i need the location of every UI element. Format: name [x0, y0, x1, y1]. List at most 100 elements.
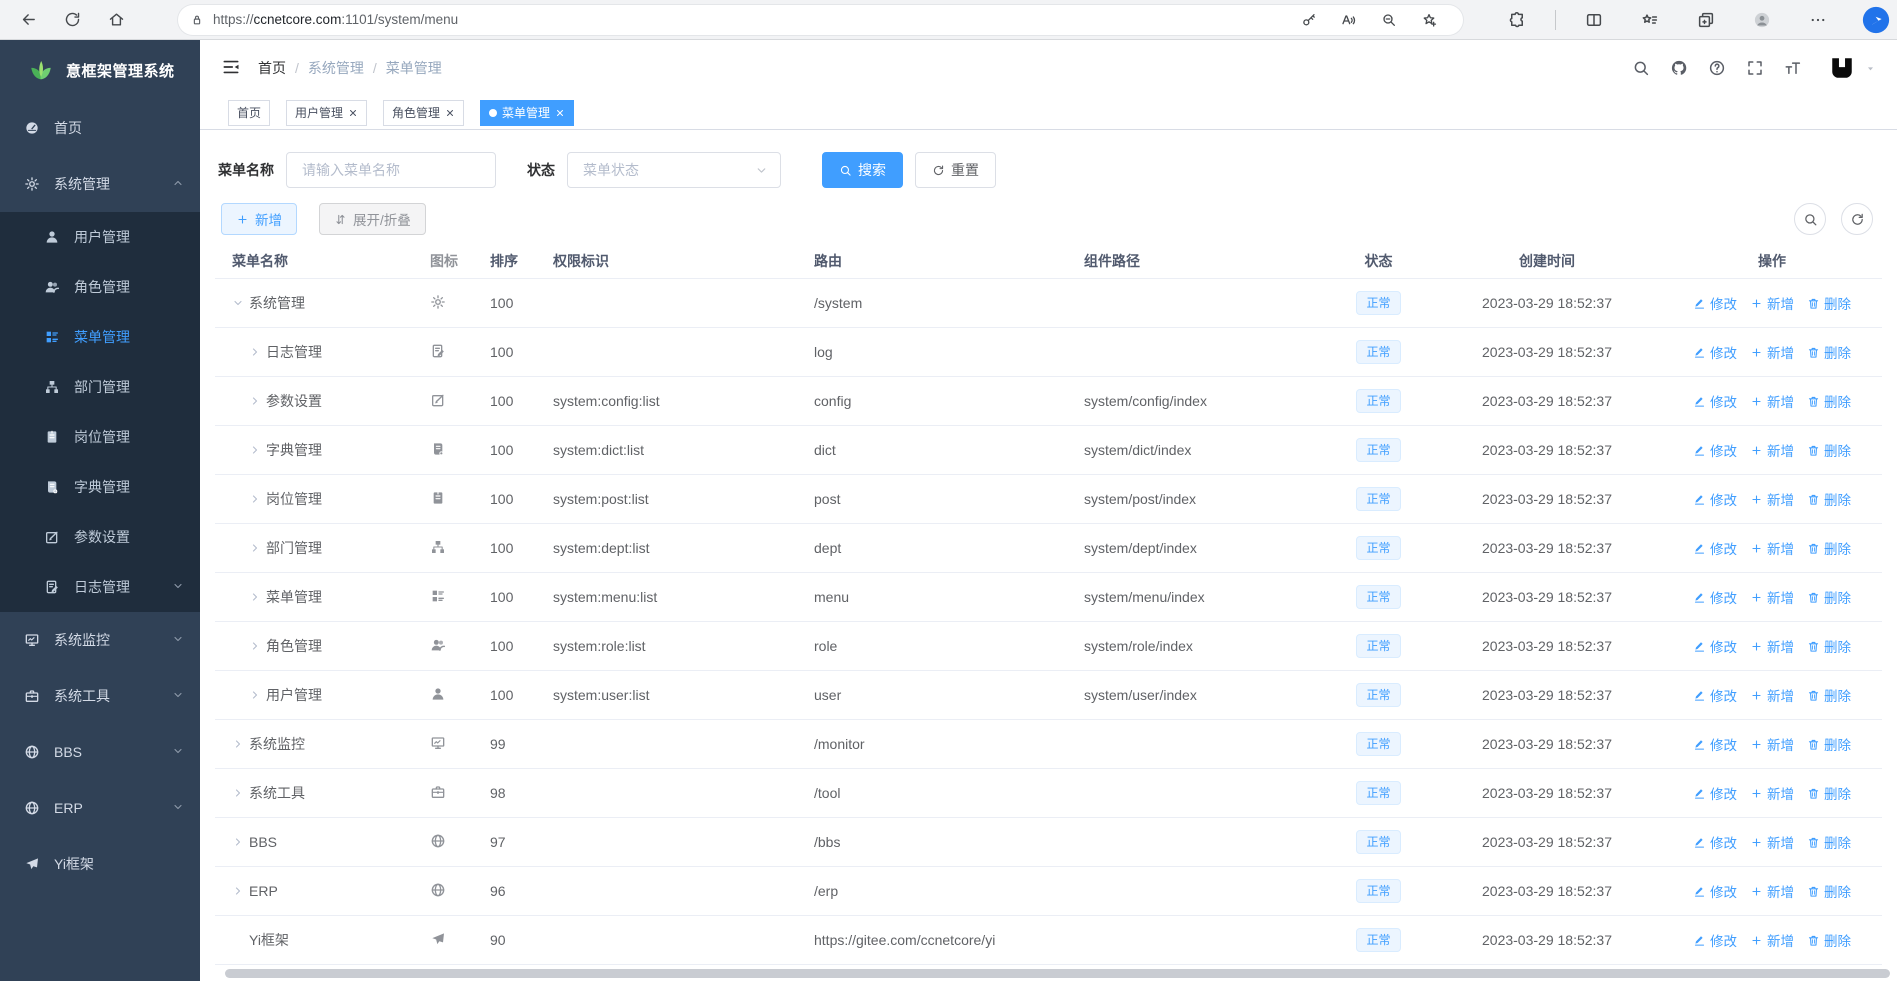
delete-row-button[interactable]: 删除	[1807, 440, 1851, 460]
delete-row-button[interactable]: 删除	[1807, 391, 1851, 411]
add-row-button[interactable]: 新增	[1750, 293, 1794, 313]
edit-row-button[interactable]: 修改	[1693, 783, 1737, 803]
address-bar[interactable]: https://ccnetcore.com:1101/system/menu	[178, 4, 1464, 35]
sidebar-item-home[interactable]: 首页	[0, 100, 200, 156]
add-row-button[interactable]: 新增	[1750, 832, 1794, 852]
caret-down-button[interactable]	[1863, 56, 1877, 80]
sidebar-item-log-mgmt[interactable]: 日志管理	[0, 562, 200, 612]
add-row-button[interactable]: 新增	[1750, 783, 1794, 803]
font-size-button[interactable]	[1781, 56, 1805, 80]
close-icon[interactable]	[348, 108, 358, 118]
sidebar-item-config[interactable]: 参数设置	[0, 512, 200, 562]
back-button[interactable]	[6, 3, 50, 37]
edit-row-button[interactable]: 修改	[1693, 538, 1737, 558]
edit-row-button[interactable]: 修改	[1693, 930, 1737, 950]
delete-row-button[interactable]: 删除	[1807, 881, 1851, 901]
delete-row-button[interactable]: 删除	[1807, 930, 1851, 950]
split-screen-button[interactable]	[1576, 3, 1612, 37]
edit-row-button[interactable]: 修改	[1693, 587, 1737, 607]
collapse-row-icon[interactable]	[232, 297, 249, 309]
expand-row-icon[interactable]	[232, 738, 249, 750]
sidebar-item-dept-mgmt[interactable]: 部门管理	[0, 362, 200, 412]
add-row-button[interactable]: 新增	[1750, 342, 1794, 362]
sidebar-item-system-mgmt[interactable]: 系统管理	[0, 156, 200, 212]
search-button[interactable]	[1629, 56, 1653, 80]
expand-row-icon[interactable]	[232, 836, 249, 848]
sidebar-item-post-mgmt[interactable]: 岗位管理	[0, 412, 200, 462]
delete-row-button[interactable]: 删除	[1807, 342, 1851, 362]
expand-row-icon[interactable]	[249, 395, 266, 407]
delete-row-button[interactable]: 删除	[1807, 489, 1851, 509]
edit-row-button[interactable]: 修改	[1693, 391, 1737, 411]
delete-row-button[interactable]: 删除	[1807, 293, 1851, 313]
edit-row-button[interactable]: 修改	[1693, 293, 1737, 313]
expand-row-icon[interactable]	[249, 346, 266, 358]
add-row-button[interactable]: 新增	[1750, 881, 1794, 901]
fullscreen-button[interactable]	[1743, 56, 1767, 80]
sidebar-item-bbs[interactable]: BBS	[0, 724, 200, 780]
sidebar-item-dict-mgmt[interactable]: 字典管理	[0, 462, 200, 512]
add-row-button[interactable]: 新增	[1750, 391, 1794, 411]
edit-row-button[interactable]: 修改	[1693, 734, 1737, 754]
horizontal-scrollbar[interactable]	[225, 969, 1890, 978]
tab-role[interactable]: 角色管理	[383, 99, 465, 126]
star-add-button[interactable]	[1409, 6, 1449, 34]
expand-row-icon[interactable]	[249, 640, 266, 652]
status-select[interactable]: 菜单状态	[567, 152, 781, 188]
expand-row-icon[interactable]	[249, 591, 266, 603]
close-icon[interactable]	[445, 108, 455, 118]
edit-row-button[interactable]: 修改	[1693, 881, 1737, 901]
tab-home[interactable]: 首页	[228, 99, 271, 126]
tab-user[interactable]: 用户管理	[286, 99, 368, 126]
search-button[interactable]: 搜索	[822, 152, 903, 188]
delete-row-button[interactable]: 删除	[1807, 685, 1851, 705]
edit-row-button[interactable]: 修改	[1693, 685, 1737, 705]
sidebar-item-monitor[interactable]: 系统监控	[0, 612, 200, 668]
sidebar-item-menu-mgmt[interactable]: 菜单管理	[0, 312, 200, 362]
favorites-button[interactable]	[1632, 3, 1668, 37]
add-row-button[interactable]: 新增	[1750, 538, 1794, 558]
add-row-button[interactable]: 新增	[1750, 440, 1794, 460]
delete-row-button[interactable]: 删除	[1807, 832, 1851, 852]
sidebar-item-erp[interactable]: ERP	[0, 780, 200, 836]
reset-button[interactable]: 重置	[915, 152, 996, 188]
tab-menu[interactable]: 菜单管理	[480, 99, 575, 126]
more-button[interactable]	[1800, 3, 1836, 37]
key-button[interactable]	[1289, 6, 1329, 34]
add-row-button[interactable]: 新增	[1750, 734, 1794, 754]
yi-logo-avatar-button[interactable]	[1827, 53, 1857, 83]
expand-collapse-button[interactable]: 展开/折叠	[319, 203, 426, 235]
github-button[interactable]	[1667, 56, 1691, 80]
extensions-button[interactable]	[1499, 3, 1535, 37]
read-aloud-button[interactable]	[1329, 6, 1369, 34]
delete-row-button[interactable]: 删除	[1807, 587, 1851, 607]
delete-row-button[interactable]: 删除	[1807, 734, 1851, 754]
bing-sidebar-button[interactable]	[1854, 1, 1897, 39]
menu-name-input[interactable]	[286, 152, 496, 188]
help-button[interactable]	[1705, 56, 1729, 80]
add-row-button[interactable]: 新增	[1750, 636, 1794, 656]
edit-row-button[interactable]: 修改	[1693, 489, 1737, 509]
breadcrumb-item[interactable]: 首页	[258, 60, 286, 76]
search-circle-button[interactable]	[1794, 203, 1826, 235]
expand-row-icon[interactable]	[249, 689, 266, 701]
close-icon[interactable]	[555, 108, 565, 118]
edit-row-button[interactable]: 修改	[1693, 832, 1737, 852]
url-text[interactable]: https://ccnetcore.com:1101/system/menu	[213, 12, 459, 27]
scrollbar-thumb[interactable]	[225, 969, 1890, 978]
sidebar-item-user-mgmt[interactable]: 用户管理	[0, 212, 200, 262]
sidebar-fold-button[interactable]	[220, 57, 242, 79]
sidebar-item-yi-frame[interactable]: Yi框架	[0, 836, 200, 892]
delete-row-button[interactable]: 删除	[1807, 636, 1851, 656]
home-button[interactable]	[94, 3, 138, 37]
add-row-button[interactable]: 新增	[1750, 489, 1794, 509]
expand-row-icon[interactable]	[249, 542, 266, 554]
zoom-out-button[interactable]	[1369, 6, 1409, 34]
edit-row-button[interactable]: 修改	[1693, 342, 1737, 362]
delete-row-button[interactable]: 删除	[1807, 538, 1851, 558]
refresh-circle-button[interactable]	[1841, 203, 1873, 235]
add-row-button[interactable]: 新增	[1750, 685, 1794, 705]
profile-avatar-button[interactable]	[1744, 3, 1780, 37]
sidebar-item-role-mgmt[interactable]: 角色管理	[0, 262, 200, 312]
expand-row-icon[interactable]	[232, 885, 249, 897]
